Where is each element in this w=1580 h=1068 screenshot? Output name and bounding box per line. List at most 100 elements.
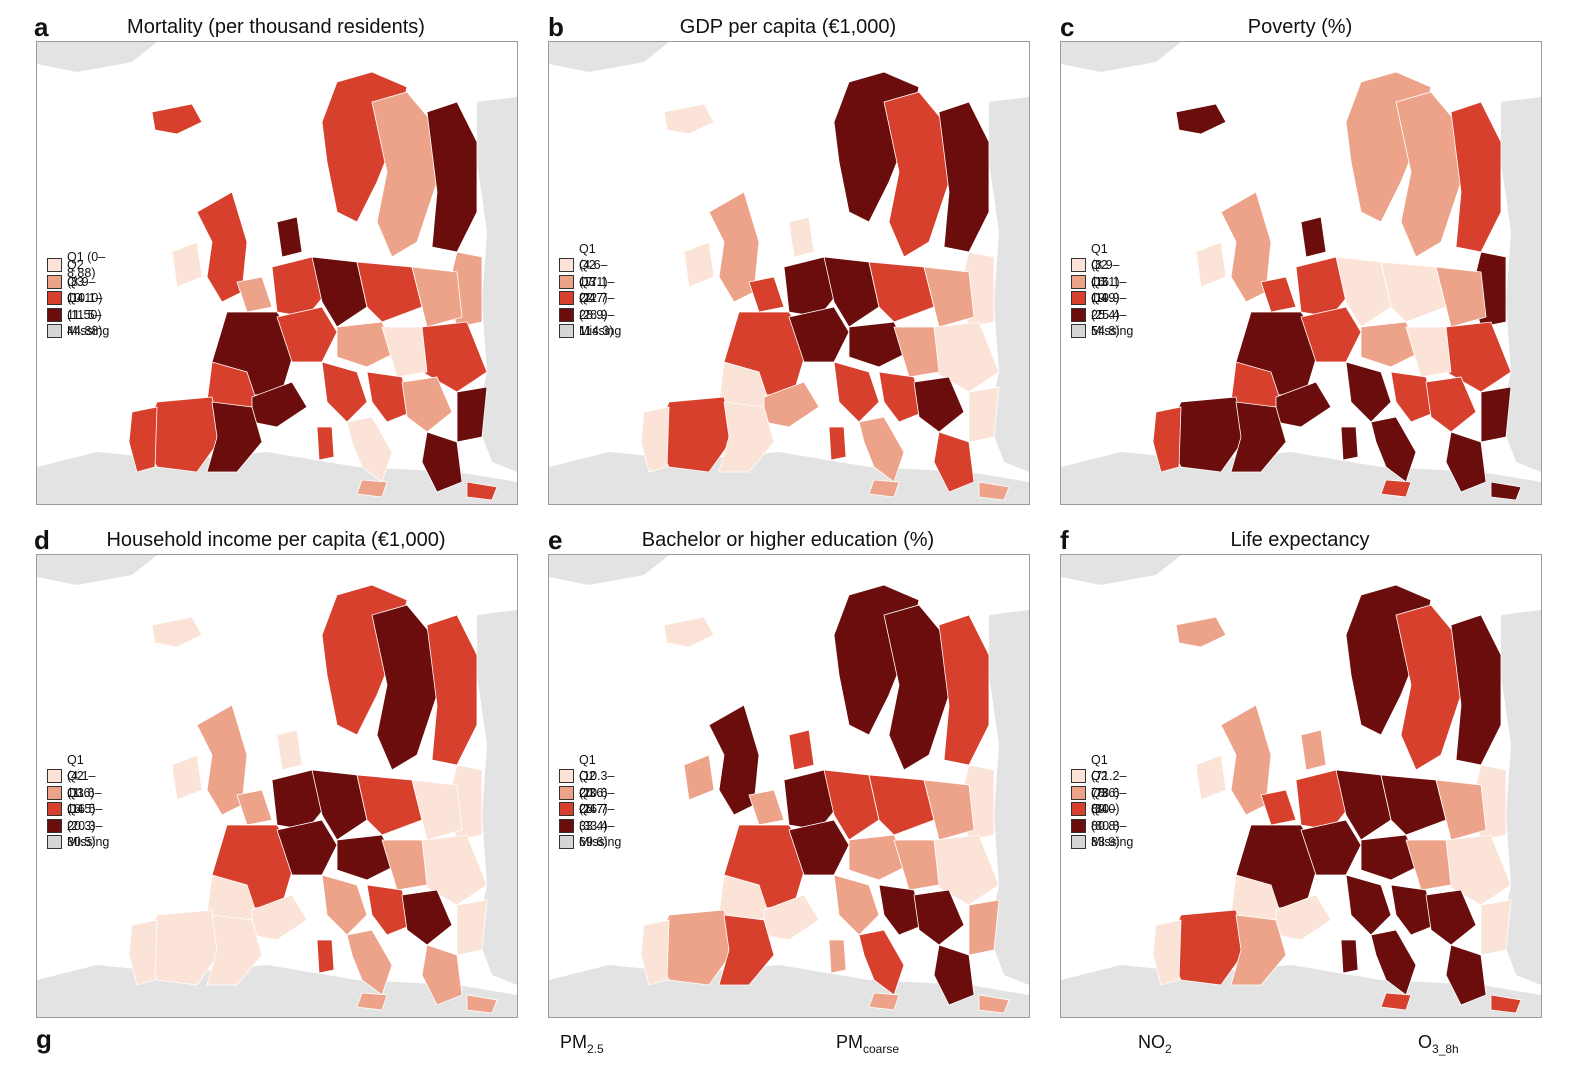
map-region [883,604,950,771]
map-region [426,101,478,253]
map-region [336,321,398,368]
map-region [893,326,940,378]
choropleth-map [36,41,518,505]
map-region [336,834,398,881]
map-region [1360,834,1422,881]
swatch-q2 [1071,274,1086,289]
map-region [1480,386,1512,443]
panel-title: Household income per capita (€1,000) [106,529,446,551]
map-legend: Q1 (4.6– 17.1) Q2 (17.1– 22.7) Q3 (22.7–… [559,242,621,340]
choropleth-map [548,554,1030,1018]
map-region [1405,839,1452,891]
map-svg [1061,42,1541,504]
map-region [1360,321,1422,368]
map-region [381,839,428,891]
map-svg [549,555,1029,1017]
map-region [913,889,965,946]
legend-label: Q4 (25.4–54.8) [1091,291,1127,338]
map-region [1445,431,1487,493]
map-region [411,779,463,841]
legend-item-q3: Q3 (80–80.8) [1071,786,1133,833]
swatch-missing [559,324,574,339]
swatch-q1 [47,769,62,784]
map-region [1450,614,1502,766]
map-region [938,614,990,766]
swatch-q3 [559,291,574,306]
panel-letter: c [1060,12,1075,42]
legend-item-q3: Q3 (16.5–20.3) [47,786,109,833]
map-region [466,481,498,501]
map-region [271,256,328,318]
swatch-q3 [47,291,62,306]
legend-item-q3: Q3 (22.7– 28.9) [559,275,621,322]
map-region [1490,994,1522,1014]
map-region [151,103,203,135]
map-region [456,386,488,443]
map-region [1175,103,1227,135]
map-region [663,103,715,135]
legend-item-q3: Q3 (10.1–11.50) [47,275,109,322]
legend-item-q4: Q4 (28.9–114.3) [559,291,621,338]
legend-label: Q1 (8.9–16.1) [1091,241,1120,289]
map-region [938,101,990,253]
swatch-q2 [47,274,62,289]
map-region [356,774,423,836]
legend-item-q1: Q1 (8.9–16.1) [1071,242,1133,289]
legend-item-missing: Missing [1071,834,1133,851]
legend-item-q4: Q4 (33.4–69.6) [559,802,621,849]
map-region [1300,819,1362,876]
map-region [316,939,335,974]
map-region [401,889,453,946]
legend-label: Q4 (11.5–44.88) [67,291,103,338]
map-region [1395,604,1462,771]
outside-land [1061,555,1181,585]
map-region [1380,992,1412,1011]
map-region [276,306,338,363]
panel-letter: d [34,525,50,555]
map-region [196,704,248,816]
legend-item-q4: Q4 (25.4–54.8) [1071,291,1133,338]
map-region [788,819,850,876]
map-region [196,191,248,303]
outside-land [989,97,1029,472]
map-svg [37,555,517,1017]
swatch-q4 [47,307,62,322]
swatch-q1 [559,769,574,784]
legend-label: Q2 (78.6–80.0) [1091,769,1127,816]
panel-letter: e [548,525,563,555]
outside-land [1501,97,1541,472]
legend-label: Q2 (17.1– 22.7) [579,258,615,305]
legend-item-q4: Q4 (20.3–30.5) [47,802,109,849]
pollutant-label-pmcoarse: PMcoarse [836,1032,899,1056]
map-region [868,992,900,1011]
legend-item-missing: Missing [559,834,621,851]
map-region [356,992,388,1011]
map-region [683,241,715,288]
legend-item-q1: Q1 (10.3–20.6) [559,753,621,800]
pollutant-sub: coarse [863,1042,900,1056]
map-region [1425,889,1477,946]
panel-letter: a [34,12,49,42]
map-region [1380,774,1447,836]
map-region [978,481,1010,501]
legend-label: Q1 (0– 8.88) [67,249,106,281]
map-region [788,306,850,363]
map-svg [1061,555,1541,1017]
panel-title: Poverty (%) [1247,16,1353,38]
legend-item-q3: Q3 (26.7–33.4) [559,786,621,833]
map-region [1345,874,1392,936]
map-region [1340,426,1359,461]
map-region [1480,899,1512,956]
legend-item-q2: Q2 (8.9–10.10) [47,258,109,305]
legend-label: Q2 (16.1–19.9) [1091,258,1127,305]
map-region [171,241,203,288]
legend-label: Q3 (26.7–33.4) [579,785,615,833]
map-region [1195,754,1227,801]
map-region [833,874,880,936]
legend-label: Q2 (20.6–26.7) [579,769,615,816]
map-region [968,386,1000,443]
panel-letter: f [1060,525,1069,555]
map-region [1220,191,1272,303]
map-region [128,406,158,473]
map-region [968,899,1000,956]
